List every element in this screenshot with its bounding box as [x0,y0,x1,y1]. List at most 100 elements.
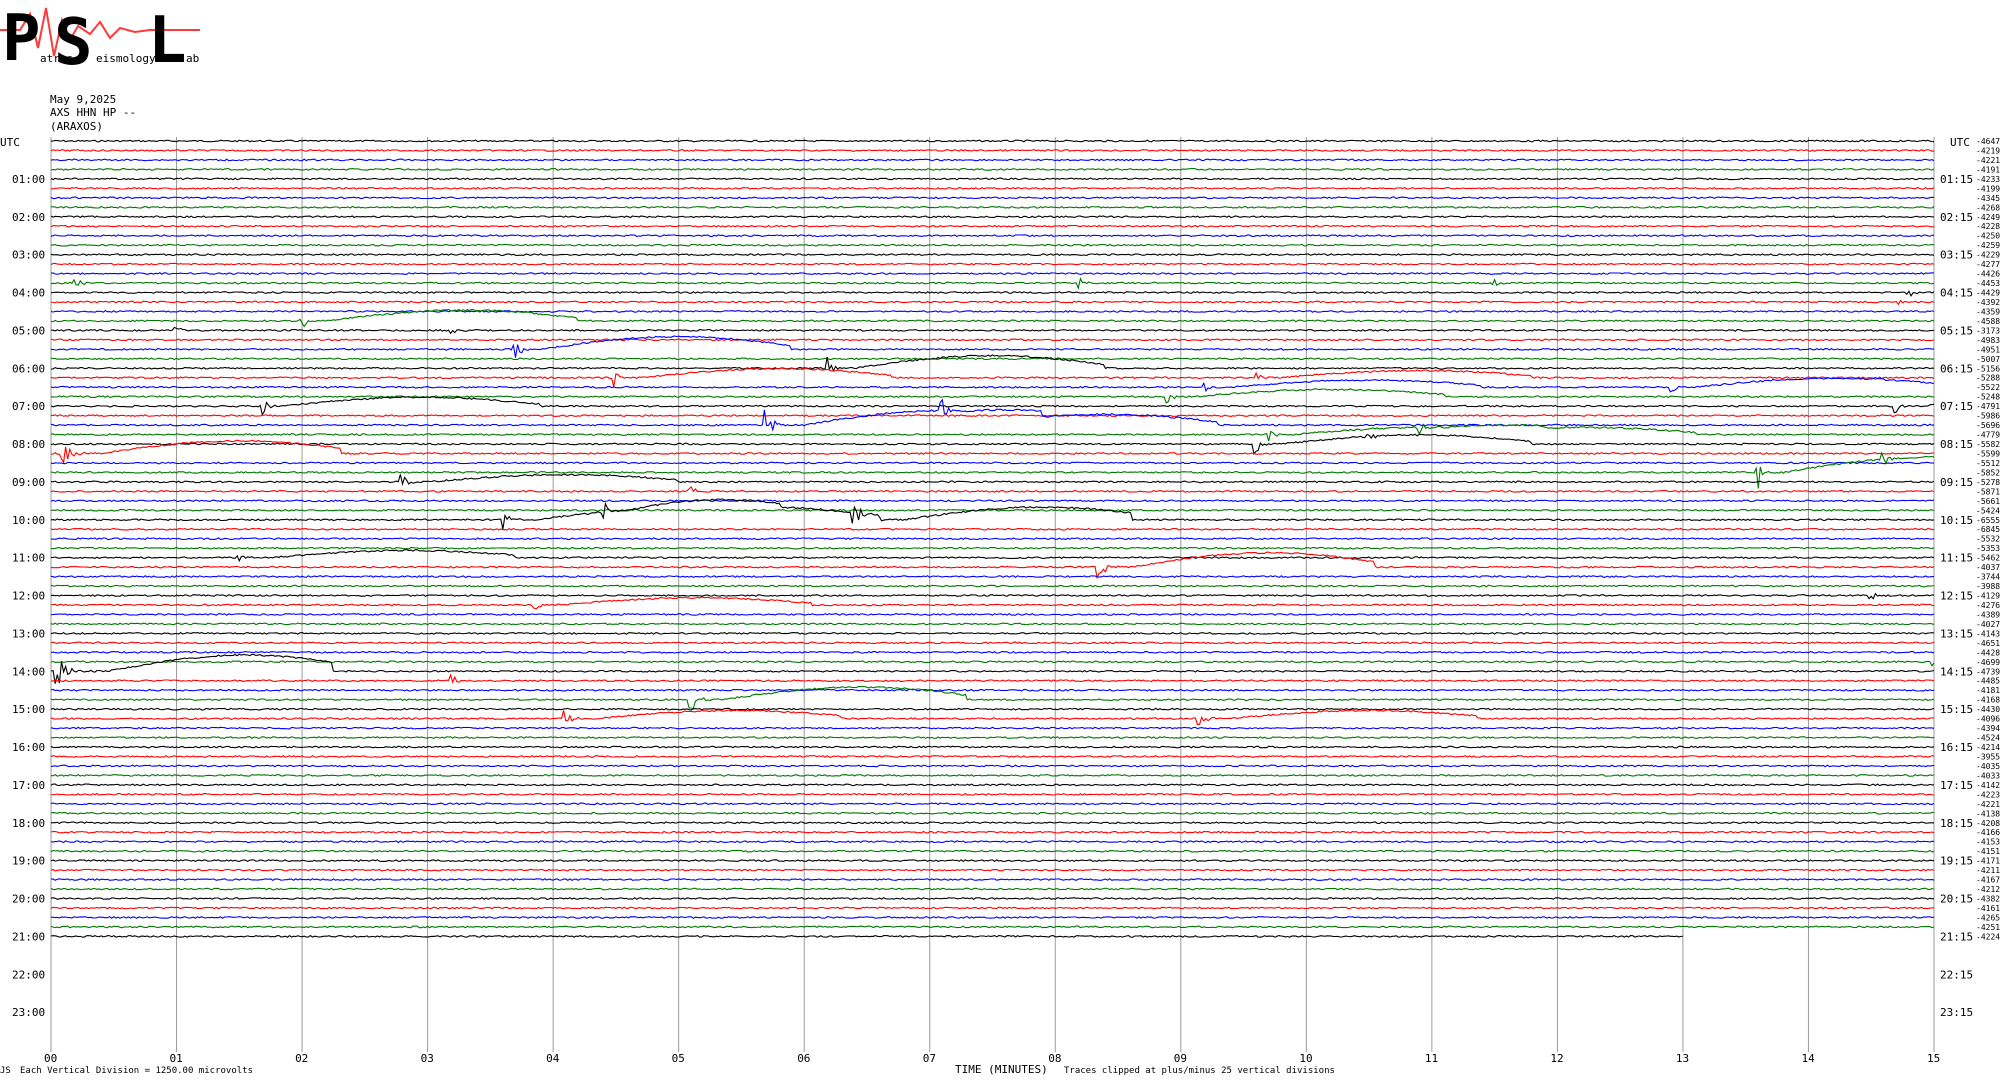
offset-label: -4426 [1976,270,2000,279]
offset-label: -4168 [1976,696,2000,705]
trace-line-10 [50,224,1935,228]
trace-line-22 [50,338,1935,342]
left-time-label: 21:00 [12,930,45,943]
offset-label: -5288 [1976,374,2000,383]
offset-label: -5248 [1976,393,2000,402]
offset-label: -4142 [1976,781,2000,790]
trace-line-60 [50,685,1935,710]
offset-label: -5156 [1976,364,2000,373]
trace-line-13 [50,253,1935,257]
offset-label: -5532 [1976,535,2000,544]
record-date: May 9,2025 [50,93,116,106]
offset-label: -4037 [1976,563,2000,572]
left-time-label: 05:00 [12,324,45,337]
offset-label: -4035 [1976,762,2000,771]
x-tick-label: 08 [1048,1052,1061,1065]
offset-label: -4228 [1976,222,2000,231]
offset-label: -4033 [1976,771,2000,780]
trace-line-53 [50,631,1935,635]
offset-label: -4166 [1976,828,2000,837]
trace-line-12 [50,243,1935,247]
offset-label: -4524 [1976,734,2000,743]
right-time-label: 22:15 [1940,968,1973,981]
offset-label: -4791 [1976,402,2000,411]
trace-line-72 [50,811,1935,815]
offset-label: -4211 [1976,866,2000,875]
station-location: (ARAXOS) [50,120,103,133]
offset-label: -4428 [1976,648,2000,657]
left-time-label: 01:00 [12,173,45,186]
left-time-label: 14:00 [12,665,45,678]
offset-label: -4250 [1976,232,2000,241]
trace-lines [50,139,1935,938]
trace-line-48 [50,584,1935,588]
trace-line-14 [50,262,1935,266]
x-axis-label: TIME (MINUTES) [955,1063,1048,1076]
left-time-label: 20:00 [12,893,45,906]
offset-label: -6555 [1976,516,2000,525]
x-tick-label: 09 [1174,1052,1187,1065]
offset-label: -4221 [1976,156,2000,165]
right-time-label: 15:15 [1940,703,1973,716]
offset-label: -4779 [1976,431,2000,440]
x-tick-label: 12 [1550,1052,1563,1065]
offset-label: -4181 [1976,686,2000,695]
right-time-label: 11:15 [1940,552,1973,565]
offset-label: -4265 [1976,913,2000,922]
trace-line-44 [50,546,1935,550]
right-offset-labels: -4647-4219-4221-4191-4233-4199-4345-4268… [1976,137,2000,941]
offset-label: -3988 [1976,582,2000,591]
trace-line-47 [50,575,1934,579]
x-tick-label: 01 [170,1052,183,1065]
trace-line-76 [50,849,1935,853]
trace-line-65 [50,745,1935,749]
offset-label: -4249 [1976,213,2000,222]
trace-line-4 [50,167,1935,171]
left-time-labels: 01:00 02:00 03:00 04:00 05:00 06:00 07:00 08:00… [12,173,45,1019]
right-time-label: 09:15 [1940,476,1973,489]
left-time-label: 03:00 [12,249,45,262]
offset-label: -4951 [1976,345,2000,354]
left-axis-title: UTC [0,136,20,149]
offset-label: -3744 [1976,573,2000,582]
trace-line-59 [50,688,1935,692]
offset-label: -4208 [1976,819,2000,828]
offset-label: -4739 [1976,667,2000,676]
trace-line-15 [50,272,1935,276]
x-tick-label: 13 [1676,1052,1689,1065]
trace-line-54 [50,641,1935,645]
logo-seismic-trace-icon [0,7,200,57]
trace-line-63 [50,726,1935,730]
offset-label: -4268 [1976,203,2000,212]
offset-label: -4392 [1976,298,2000,307]
trace-line-38 [50,485,1935,493]
offset-label: -5512 [1976,459,2000,468]
trace-line-51 [50,612,1935,616]
offset-label: -4161 [1976,904,2000,913]
trace-line-58 [50,673,1935,684]
x-tick-label: 15 [1927,1052,1940,1065]
x-axis-ticks: 00 01 02 03 04 05 06 07 08 09 10 11 12 13 14 15 [44,1052,1940,1065]
offset-label: -4214 [1976,743,2000,752]
trace-line-43 [51,537,1935,541]
x-tick-label: 07 [923,1052,936,1065]
left-time-label: 15:00 [12,703,45,716]
trace-line-55 [50,650,1935,654]
trace-line-75 [50,840,1935,844]
right-time-label: 23:15 [1940,1006,1973,1019]
trace-line-64 [51,736,1935,739]
right-time-label: 01:15 [1940,173,1973,186]
offset-label: -4453 [1976,279,2000,288]
left-time-label: 08:00 [12,438,45,451]
trace-line-31 [50,398,1935,432]
offset-label: -4212 [1976,885,2000,894]
offset-label: -4138 [1976,809,2000,818]
left-time-label: 12:00 [12,590,45,603]
trace-line-16 [50,277,1935,290]
trace-line-32 [50,423,1935,442]
trace-line-81 [50,897,1935,900]
offset-label: -4167 [1976,876,2000,885]
trace-line-41 [50,498,1935,530]
scale-note: Each Vertical Division = 1250.00 microvo… [20,1066,253,1076]
trace-line-35 [50,461,1935,465]
